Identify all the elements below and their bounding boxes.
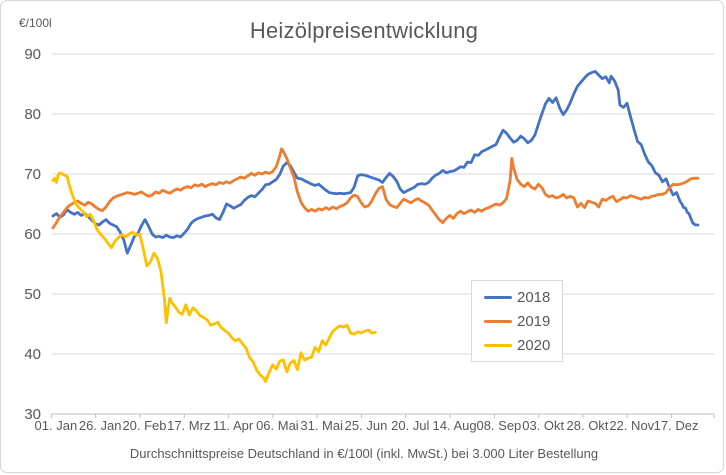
x-tick-label: 28. Okt <box>567 418 609 433</box>
legend[interactable]: 2018 2019 2020 <box>471 280 563 362</box>
y-tick-label: 80 <box>24 106 41 123</box>
chart-title: Heizölpreisentwicklung <box>249 18 479 43</box>
y-tick-label: 40 <box>24 346 41 363</box>
axis-group <box>50 413 715 418</box>
legend-entry-2018[interactable]: 2018 <box>484 289 562 306</box>
legend-label-2019: 2019 <box>517 312 551 330</box>
tick-labels-group: 30 40 50 60 70 80 90 01. Jan 26. Jan 20. Feb 17. M… <box>24 46 698 433</box>
x-tick-label: 14. Aug <box>433 418 477 433</box>
gridlines-group <box>52 53 714 355</box>
y-axis-unit-label: €/100l <box>19 16 52 30</box>
x-tick-label: 17. Mrz <box>167 418 210 433</box>
x-tick-label: 06. Mai <box>256 418 299 433</box>
legend-label-2018: 2018 <box>517 288 551 306</box>
x-tick-label: 03. Okt <box>522 418 564 433</box>
y-tick-label: 70 <box>24 166 41 183</box>
x-tick-label: 31. Mai <box>300 418 343 433</box>
y-tick-label: 90 <box>24 46 41 63</box>
y-tick-label: 50 <box>24 286 41 303</box>
legend-swatch-2018 <box>484 295 512 299</box>
legend-entry-2020[interactable]: 2020 <box>484 337 562 354</box>
series-line-2019 <box>51 147 700 230</box>
x-tick-label: 20. Jul <box>391 418 429 433</box>
legend-swatch-2019 <box>484 319 512 323</box>
legend-entry-2019[interactable]: 2019 <box>484 313 562 330</box>
x-tick-label: 20. Feb <box>122 418 166 433</box>
x-tick-label: 25. Jun <box>345 418 388 433</box>
series-group <box>51 70 700 384</box>
legend-label-2020: 2020 <box>517 336 551 354</box>
series-line-2020 <box>51 171 377 384</box>
x-tick-label: 01. Jan <box>35 418 78 433</box>
footer-caption: Durchschnittspreise Deutschland in €/100… <box>129 446 599 461</box>
x-tick-label: 11. Apr <box>213 418 254 433</box>
x-tick-label: 26. Jan <box>79 418 122 433</box>
x-tick-label: 22. Nov <box>609 418 654 433</box>
x-tick-label: 08. Sep <box>476 418 521 433</box>
y-tick-label: 30 <box>24 406 41 423</box>
x-tick-label: 17. Dez <box>654 418 699 433</box>
legend-swatch-2020 <box>484 343 512 347</box>
series-line-2018 <box>51 70 700 255</box>
y-tick-label: 60 <box>24 226 41 243</box>
